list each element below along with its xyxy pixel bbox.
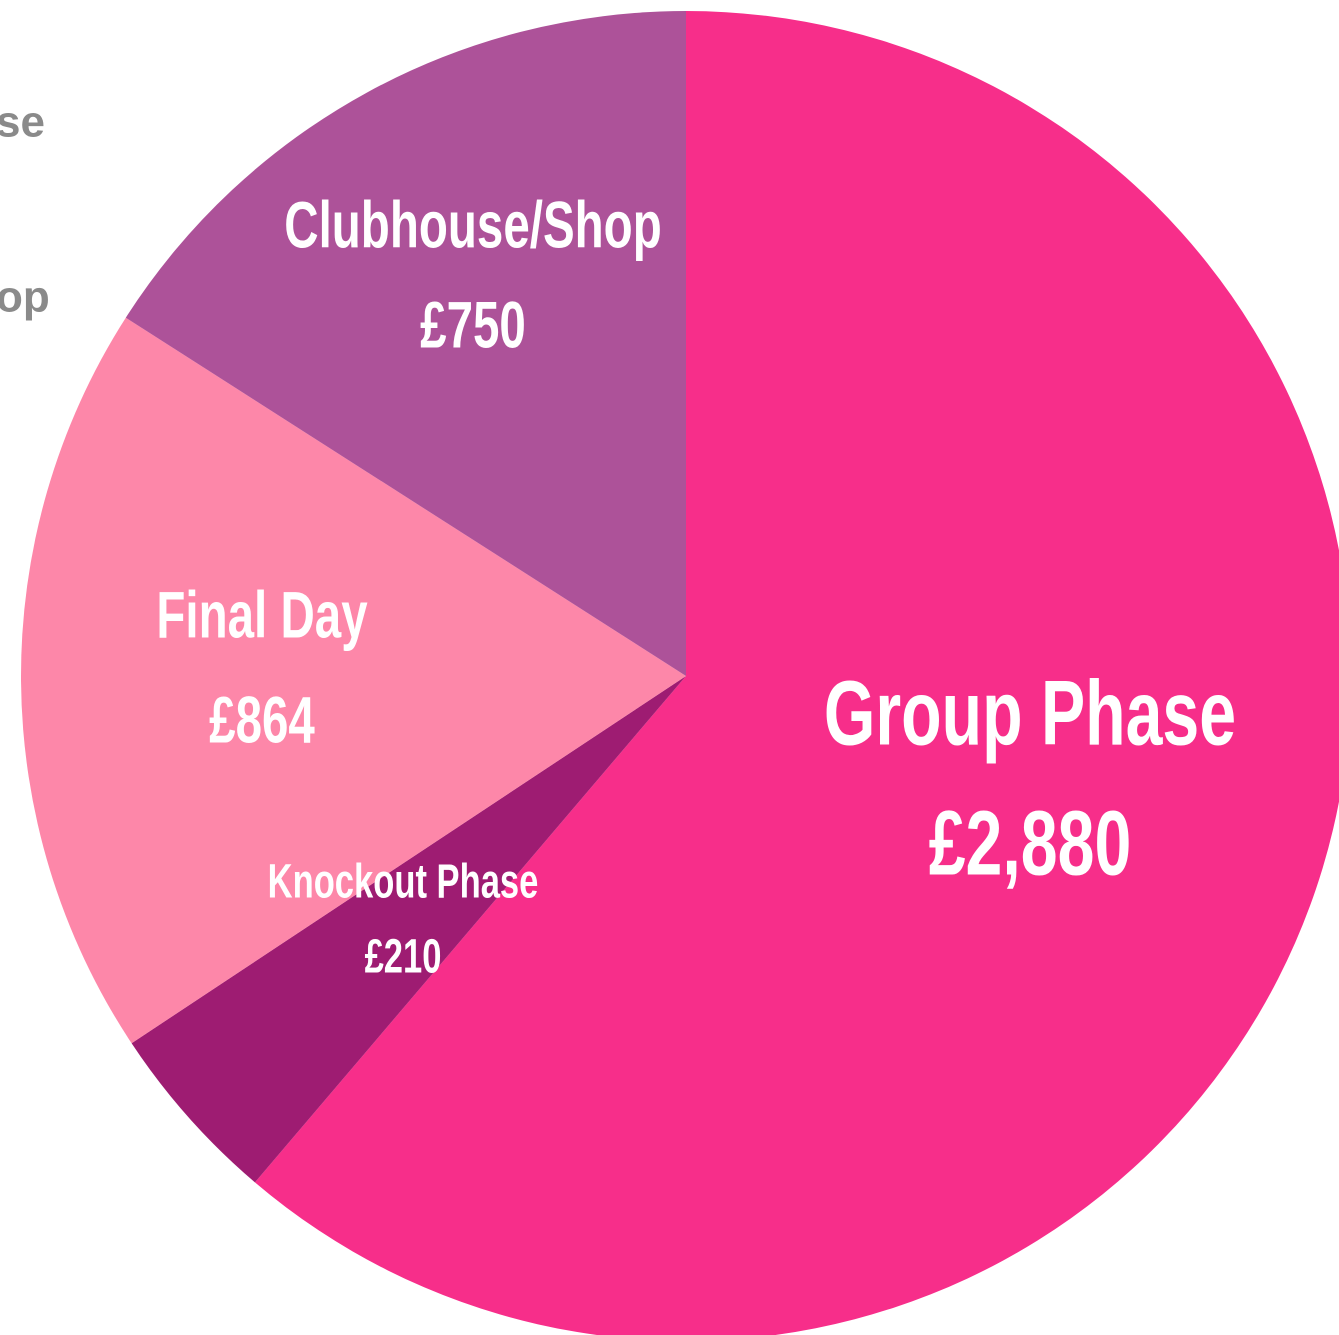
slice-label: £2,880: [929, 791, 1132, 894]
slice-label: £750: [420, 289, 526, 362]
slice-label: Knockout Phase: [268, 854, 539, 908]
pie-slice: [254, 11, 1339, 1335]
slice-label: £864: [209, 684, 315, 757]
pie-slice: [131, 676, 687, 1183]
slice-label: £210: [365, 929, 442, 983]
pie-slice: [125, 11, 686, 676]
legend-fragment: se: [0, 98, 45, 147]
slice-label: Group Phase: [824, 661, 1236, 764]
legend-fragment: op: [0, 273, 50, 322]
slice-label: Clubhouse/Shop: [284, 189, 661, 262]
pie-slice: [21, 317, 687, 1044]
slice-label: Final Day: [156, 579, 367, 652]
